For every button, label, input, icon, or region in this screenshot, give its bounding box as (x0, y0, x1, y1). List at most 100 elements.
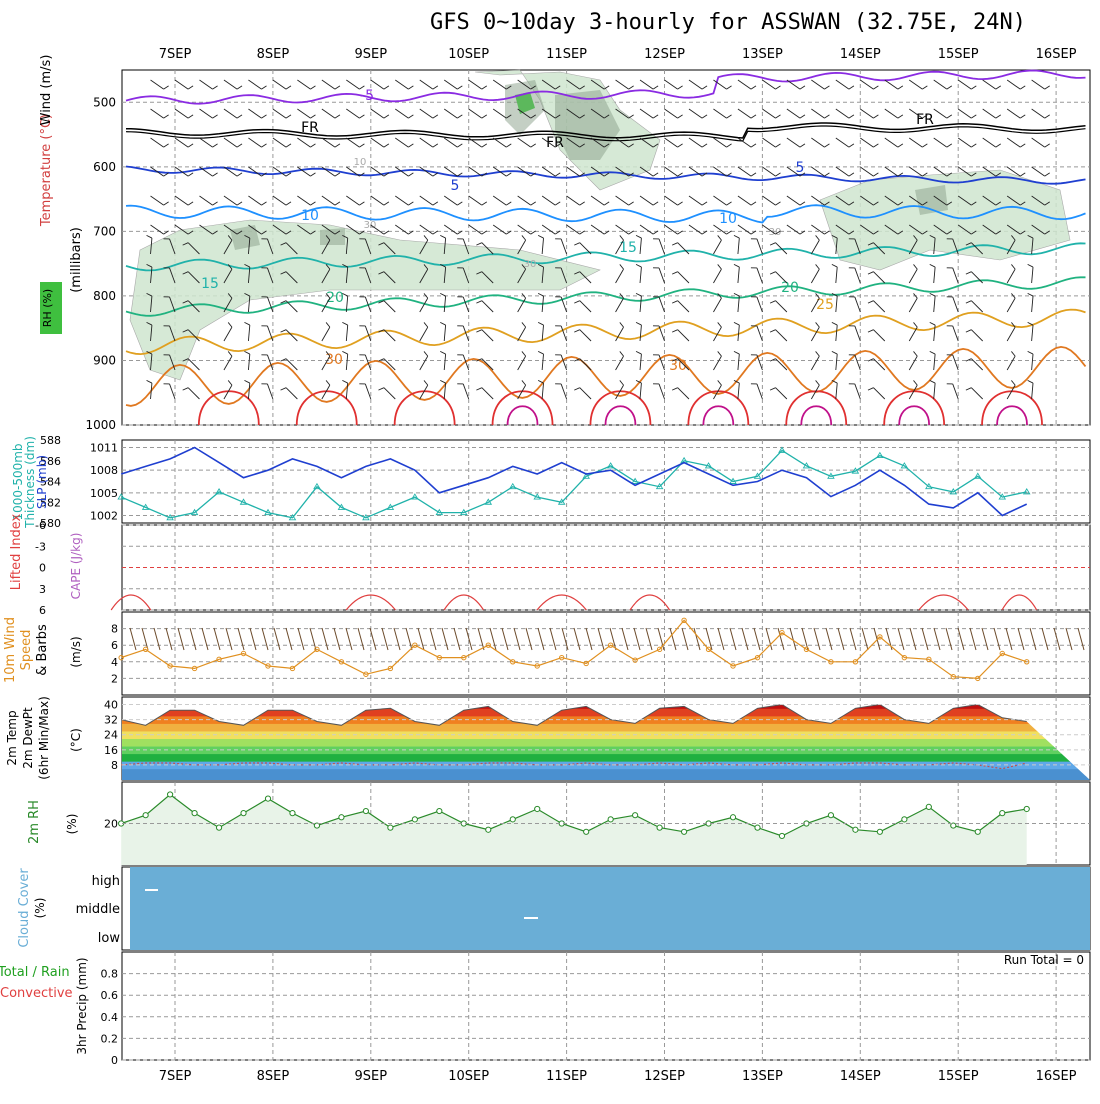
temp-tick-label: 8 (111, 759, 118, 772)
upper-wind-barb (371, 138, 384, 147)
upper-wind-barb-flag (849, 115, 854, 118)
wind-barb (682, 628, 688, 650)
upper-wind-barb-flag (849, 86, 854, 89)
upper-wind-barb-flag (408, 173, 413, 176)
wind-barb (922, 628, 928, 650)
upper-wind-barb-flag (898, 115, 903, 118)
wind-barb (322, 628, 328, 650)
wind-barb (142, 628, 148, 650)
upper-wind-barb-flag (727, 202, 732, 205)
upper-wind-barb-flag (342, 351, 347, 354)
upper-wind-barb-flag (310, 144, 315, 147)
upper-wind-barb-flag (286, 115, 291, 118)
rh2m-point (657, 825, 662, 830)
upper-wind-barb-flag (653, 202, 658, 205)
rh2m-point (143, 813, 148, 818)
wind-barb (658, 628, 664, 650)
upper-wind-barb-flag (335, 86, 340, 89)
upper-wind-barb-flag (672, 243, 677, 245)
cloud-tick-label: low (98, 931, 121, 946)
upper-wind-barb (836, 325, 837, 341)
upper-wind-barb-flag (751, 86, 756, 89)
wind-barb (382, 628, 388, 650)
upper-wind-barb (199, 109, 212, 118)
upper-wind-barb (420, 80, 433, 89)
upper-wind-barb (665, 138, 678, 147)
upper-wind-barb (1032, 109, 1045, 118)
wind-ylabel-b: Speed (19, 630, 34, 671)
upper-wind-barb (444, 354, 445, 370)
contour-label: 15 (201, 276, 219, 292)
upper-wind-barb-flag (359, 115, 364, 118)
x-tick-label-bottom: 8SEP (257, 1069, 290, 1084)
upper-wind-barb (469, 196, 482, 205)
upper-ylabel-temperature: Temperature (°C) (39, 114, 54, 227)
upper-wind-barb-flag (1011, 380, 1015, 385)
upper-wind-barb-flag (996, 86, 1001, 89)
upper-wind-barb-flag (384, 202, 389, 205)
upper-wind-barb-flag (800, 115, 805, 118)
upper-wind-barb-flag (776, 173, 781, 176)
upper-wind-barb-flag (476, 330, 481, 332)
upper-wind-barb-flag (440, 380, 445, 383)
upper-wind-barb (909, 298, 917, 312)
upper-wind-barb-flag (770, 388, 775, 390)
rh2m-point (1000, 811, 1005, 816)
contour-label: 30 (669, 358, 687, 374)
rh2m-point (535, 806, 540, 811)
upper-wind-barb-flag (262, 202, 267, 205)
upper-wind-barb-flag (555, 173, 560, 176)
temp-tick-label: 24 (104, 729, 118, 742)
upper-wind-barb-flag (188, 173, 193, 176)
upper-wind-barb-flag (727, 115, 732, 118)
wind-barb (562, 628, 568, 650)
upper-wind-barb (561, 239, 566, 254)
upper-ylabel-rh: RH (%) (41, 289, 54, 327)
thickness-tick-label: 588 (40, 434, 61, 447)
upper-wind-barb (757, 355, 762, 370)
wind-barb (718, 628, 724, 650)
wind-barb (154, 628, 160, 650)
upper-wind-barb-flag (672, 330, 677, 332)
upper-wind-barb-flag (636, 235, 641, 238)
upper-wind-barb-flag (457, 115, 462, 118)
upper-wind-barb-flag (164, 115, 169, 118)
upper-wind-barb-flag (996, 115, 1001, 118)
upper-wind-barb (463, 384, 468, 399)
wind-barb (526, 628, 532, 650)
upper-wind-barb (689, 196, 702, 205)
upper-wind-barb-flag (678, 86, 683, 89)
x-tick-label-bottom: 15SEP (938, 1069, 979, 1084)
upper-wind-barb-flag (574, 243, 579, 245)
upper-wind-barb-flag (734, 322, 739, 325)
upper-wind-barb (738, 225, 751, 234)
upper-wind-barb-flag (672, 388, 677, 390)
upper-wind-barb-flag (816, 322, 820, 327)
upper-wind-barb (971, 301, 982, 312)
upper-wind-barb (151, 138, 164, 147)
upper-wind-barb (640, 383, 641, 399)
upper-wind-barb (836, 296, 837, 312)
lifted-index-line (111, 595, 151, 610)
upper-wind-barb-flag (868, 330, 873, 332)
thickness-line (121, 450, 1026, 517)
upper-wind-barb-flag (1028, 351, 1033, 354)
wind-ylabel-a: 10m Wind (3, 617, 18, 683)
upper-wind-barb-flag (770, 330, 775, 332)
temp-contour-40 (997, 406, 1027, 425)
upper-wind-barb (909, 269, 917, 283)
rh-shade-dark (320, 228, 345, 245)
upper-wind-barb (469, 109, 482, 118)
upper-wind-barb (273, 196, 286, 205)
upper-wind-barb-flag (1028, 380, 1033, 383)
upper-wind-barb (855, 326, 860, 341)
slp-ylabel-slp: SLP (mb) (35, 455, 49, 509)
upper-wind-barb (713, 298, 721, 312)
rh2m-point (216, 825, 221, 830)
pressure-tick-label: 800 (93, 289, 116, 303)
upper-wind-barb-flag (574, 301, 579, 303)
rh2m-point (241, 811, 246, 816)
upper-wind-barb (616, 225, 629, 234)
upper-wind-barb (738, 109, 751, 118)
upper-wind-barb (493, 80, 506, 89)
